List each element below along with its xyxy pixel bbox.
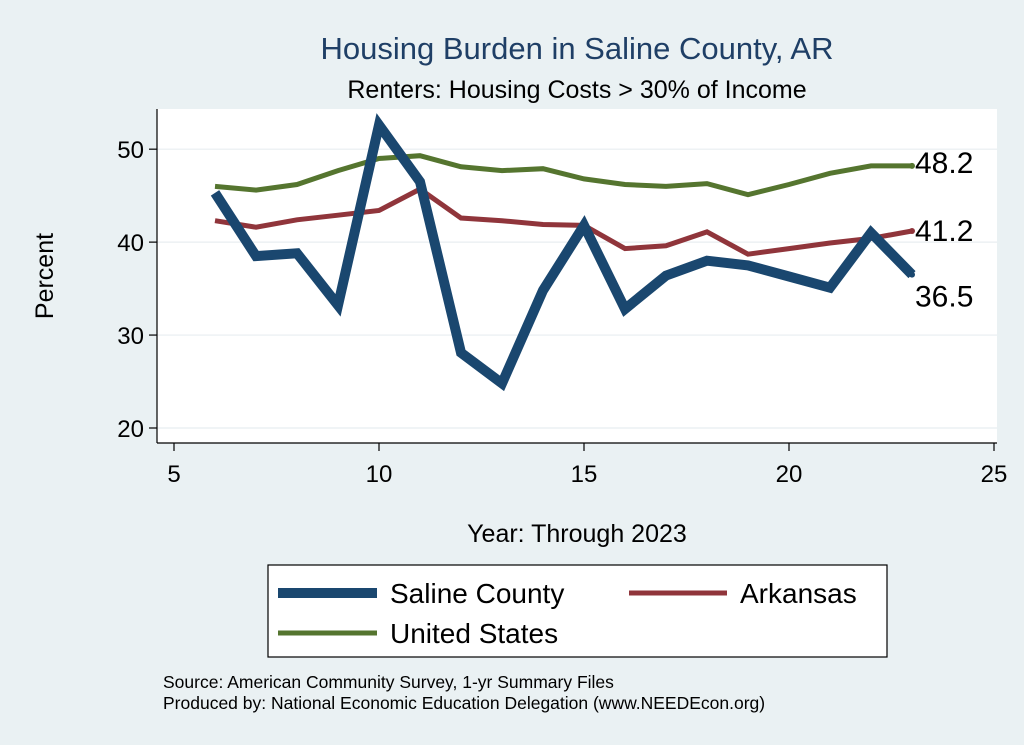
- end-label-united-states: 48.2: [915, 147, 973, 180]
- legend-label-saline-county: Saline County: [390, 578, 564, 609]
- x-tick-label-10: 10: [366, 461, 393, 488]
- x-tick-label-20: 20: [776, 461, 803, 488]
- series-lines: [210, 113, 916, 392]
- y-tick-label-30: 30: [117, 323, 144, 350]
- source-note: Source: American Community Survey, 1-yr …: [163, 672, 614, 692]
- y-tick-label-40: 40: [117, 230, 144, 257]
- legend-box: [267, 564, 888, 658]
- x-tick-label-5: 5: [167, 461, 180, 488]
- legend-label-united-states: United States: [390, 618, 558, 649]
- series-line-arkansas: [214, 186, 913, 257]
- series-end-marker-saline-county: [909, 271, 915, 278]
- legend-label-arkansas: Arkansas: [740, 578, 857, 609]
- series-end-marker-arkansas: [909, 227, 915, 234]
- x-tick-label-25: 25: [981, 461, 1008, 488]
- end-label-arkansas: 41.2: [915, 215, 973, 248]
- produced-by-note: Produced by: National Economic Education…: [163, 693, 765, 713]
- x-tick-label-15: 15: [571, 461, 598, 488]
- legend: Saline County Arkansas United States: [267, 564, 888, 658]
- series-end-marker-united-states: [909, 162, 915, 169]
- x-axis-title: Year: Through 2023: [467, 520, 687, 548]
- chart-subtitle: Renters: Housing Costs > 30% of Income: [347, 76, 806, 104]
- x-axis-ticks: 5 10 15 20 25: [167, 443, 1007, 488]
- series-line-united-states: [214, 153, 912, 198]
- chart-title: Housing Burden in Saline County, AR: [321, 31, 834, 66]
- end-labels: 36.5 41.2 48.2: [915, 147, 973, 314]
- plot-area: [157, 109, 997, 443]
- y-tick-label-20: 20: [117, 416, 144, 443]
- y-axis-ticks: 20 30 40 50: [117, 137, 157, 443]
- end-label-saline-county: 36.5: [915, 281, 973, 314]
- y-axis-title: Percent: [31, 233, 59, 319]
- y-tick-label-50: 50: [117, 137, 144, 164]
- series-line-saline-county: [210, 113, 916, 392]
